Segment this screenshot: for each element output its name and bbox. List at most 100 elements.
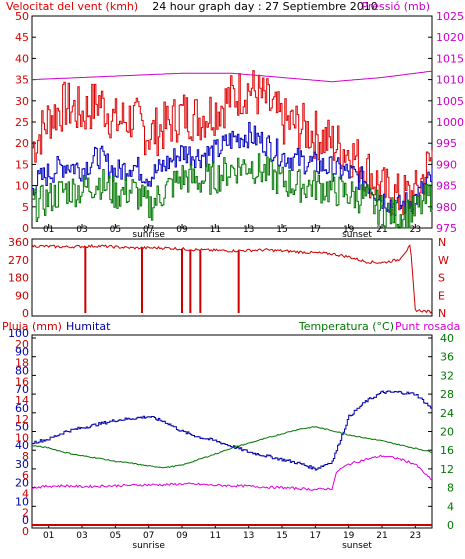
wind-series-pressure <box>31 70 433 83</box>
pressure-y-ticks: 975 980 985 990 995 1000 1005 1010 1015 1020 1025 <box>428 10 464 235</box>
rain-y-tick-label: 18 <box>15 357 29 370</box>
rain-y-tick-label: 6 <box>22 469 29 482</box>
wind-y-tick-label: 15 <box>15 158 29 171</box>
direction-y-tick-label: 90 <box>15 289 29 302</box>
pressure-y-tick-label: 975 <box>436 222 457 235</box>
temperature-y-tick-label: 40 <box>440 332 454 345</box>
wind-y-tick-label: 20 <box>15 137 29 150</box>
direction-y-tick-label: 270 <box>8 254 29 267</box>
wind-axis-label: Velocitat del vent (kmh) <box>6 0 138 13</box>
pressure-y-tick-label: 995 <box>436 137 457 150</box>
wind-x-tick-label: 01 <box>43 225 54 235</box>
wind-y-tick-label: 40 <box>15 52 29 65</box>
wind-y-tick-label: 30 <box>15 95 29 108</box>
rain-y-tick-label: 20 <box>15 338 29 351</box>
direction-y-tick-label: 0 <box>22 307 29 320</box>
temperature-y-tick-label: 36 <box>440 351 454 364</box>
wind-y-tick-label: 25 <box>15 116 29 129</box>
direction-plot-frame <box>31 238 433 317</box>
wind-y-ticks: 0 5 10 15 20 25 30 35 40 45 50 <box>15 10 36 235</box>
wind-x-tick-label: 15 <box>276 225 287 235</box>
temperature-x-tick-label: 11 <box>210 531 221 541</box>
temperature-x-tick-label: 23 <box>410 531 421 541</box>
temperature-x-ticks: 01 03 05 07 09 11 13 15 17 19 21 23 <box>43 524 421 541</box>
wind-y-tick-label: 0 <box>22 222 29 235</box>
compass-tick-label: N <box>438 307 446 320</box>
compass-tick-label: S <box>438 272 445 285</box>
wind-x-tick-label: 17 <box>310 225 321 235</box>
temperature-y-tick-label: 28 <box>440 388 454 401</box>
rain-y-tick-label: 2 <box>22 506 29 519</box>
rain-axis-label: Pluja (mm) <box>2 320 62 333</box>
humidity-y-tick-label: 50 <box>15 421 29 434</box>
humidity-y-tick-label: 0 <box>22 514 29 527</box>
compass-tick-label: E <box>438 289 445 302</box>
humidity-y-tick-label: 90 <box>15 346 29 359</box>
wind-y-tick-label: 45 <box>15 31 29 44</box>
direction-y-ticks: 360 270 180 90 0 <box>8 236 29 320</box>
wind-x-ticks: 01 03 05 07 09 11 13 15 17 19 21 23 <box>43 224 421 235</box>
wind-x-tick-label: 19 <box>343 225 355 235</box>
humidity-y-ticks: 0 10 20 30 40 50 60 70 80 90 100 <box>8 327 36 527</box>
wind-x-tick-label: 23 <box>410 225 421 235</box>
wind-x-tick-label: 13 <box>243 225 254 235</box>
temperature-y-tick-label: 32 <box>440 369 454 382</box>
sunset-label: sunset <box>342 230 372 240</box>
pressure-y-tick-label: 1005 <box>436 95 464 108</box>
pressure-axis-label: Pressió (mb) <box>361 0 430 13</box>
pressure-y-tick-label: 1020 <box>436 31 464 44</box>
humidity-y-tick-label: 80 <box>15 364 29 377</box>
direction-series-line <box>31 243 433 314</box>
temperature-series-temperature <box>31 426 433 469</box>
wind-x-tick-label: 03 <box>76 225 87 235</box>
temperature-panel: Pluja (mm) Humitat Temperatura (°C) Punt… <box>2 320 460 551</box>
direction-y-tick-label: 360 <box>8 236 29 249</box>
temperature-y-tick-label: 8 <box>447 482 454 495</box>
temperature-x-tick-label: 07 <box>143 531 154 541</box>
temperature-y-tick-label: 24 <box>440 407 454 420</box>
temperature-series-dewpoint <box>31 454 433 491</box>
wind-series-average <box>32 122 433 216</box>
chart-title: 24 hour graph day : 27 Septiembre 2010 <box>152 0 377 13</box>
dewpoint-axis-label: Punt rosada <box>395 320 460 333</box>
temperature-x-tick-label: 13 <box>243 531 254 541</box>
compass-tick-label: N <box>438 236 446 249</box>
humidity-y-tick-label: 10 <box>15 495 29 508</box>
temperature-series-humidity <box>32 390 433 471</box>
temperature-x-tick-label: 03 <box>76 531 87 541</box>
pressure-y-tick-label: 1000 <box>436 116 464 129</box>
temperature-y-tick-label: 16 <box>440 444 454 457</box>
rain-y-tick-label: 8 <box>22 450 29 463</box>
pressure-y-tick-label: 1025 <box>436 10 464 23</box>
humidity-y-tick-label: 20 <box>15 477 29 490</box>
wind-series <box>31 70 433 229</box>
temperature-x-tick-label: 15 <box>276 531 287 541</box>
temperature-y-ticks: 0 4 8 12 16 20 24 28 32 36 40 <box>428 332 454 532</box>
pressure-y-tick-label: 980 <box>436 201 457 214</box>
pressure-y-tick-label: 990 <box>436 158 457 171</box>
temperature-x-tick-label: 19 <box>343 531 355 541</box>
wind-x-tick-label: 05 <box>110 225 121 235</box>
temperature-x-tick-label: 09 <box>176 531 188 541</box>
temperature-y-tick-label: 12 <box>440 463 454 476</box>
wind-x-tick-label: 21 <box>376 225 387 235</box>
temperature-axis-label: Temperatura (°C) <box>298 320 394 333</box>
wind-x-tick-label: 09 <box>176 225 188 235</box>
temperature-x-tick-label: 01 <box>43 531 54 541</box>
temperature-x-tick-label: 21 <box>376 531 387 541</box>
rain-y-tick-label: 10 <box>15 432 29 445</box>
wind-y-tick-label: 10 <box>15 180 29 193</box>
temperature-y-tick-label: 0 <box>447 519 454 532</box>
wind-x-tick-label: 07 <box>143 225 154 235</box>
sunrise-label: sunrise <box>132 230 165 240</box>
wind-y-tick-label: 5 <box>22 201 29 214</box>
rain-y-tick-label: 0 <box>22 525 29 538</box>
temperature-x-tick-label: 05 <box>110 531 121 541</box>
temperature-y-tick-label: 4 <box>447 500 454 513</box>
humidity-axis-label: Humitat <box>66 320 111 333</box>
temperature-series <box>31 390 433 526</box>
